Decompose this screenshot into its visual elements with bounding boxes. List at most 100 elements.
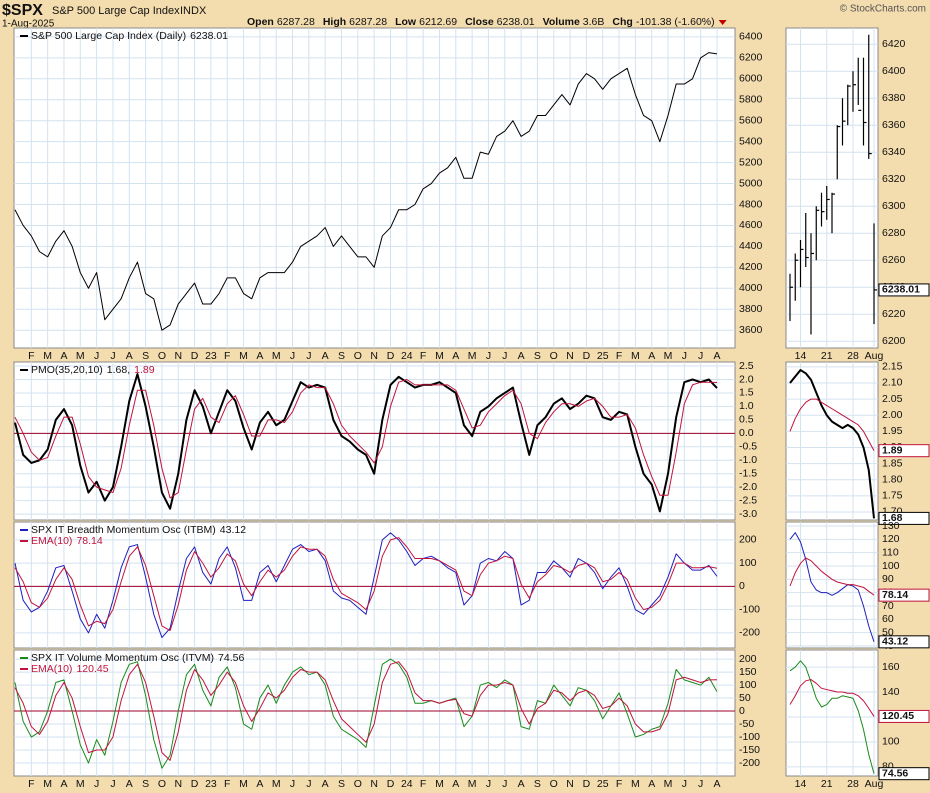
x-tick-label: M	[631, 350, 640, 362]
y-tick-label: 200	[739, 534, 757, 546]
x-tick-label: 21	[821, 778, 833, 790]
legend-value: 1.89	[134, 364, 155, 376]
y-tick-label: 100	[882, 736, 900, 748]
legend-value: 74.56	[218, 652, 244, 664]
value-tag-label: 43.12	[882, 636, 908, 648]
series-line	[14, 532, 718, 639]
x-tick-label: N	[566, 778, 574, 790]
y-tick-label: 110	[882, 546, 899, 558]
x-tick-label: N	[174, 778, 182, 790]
x-tick-label: J	[486, 778, 491, 790]
y-tick-label: 6000	[739, 73, 763, 85]
x-tick-label: A	[126, 778, 133, 790]
y-tick-label: 50	[882, 626, 894, 638]
copyright: © StockCharts.com	[840, 4, 926, 15]
y-tick-label: 4800	[739, 198, 763, 210]
x-tick-label: A	[648, 350, 655, 362]
x-tick-label: A	[322, 350, 329, 362]
x-tick-label: J	[502, 778, 507, 790]
panel	[785, 521, 879, 649]
x-tick-label: 25	[597, 778, 609, 790]
y-tick-label: -50	[739, 718, 754, 730]
value-tag-label: 120.45	[882, 710, 914, 722]
y-tick-label: 0	[739, 705, 745, 717]
y-tick-label: 100	[882, 560, 900, 572]
y-tick-label: -200	[739, 627, 760, 639]
y-tick-label: 60	[882, 613, 894, 625]
x-tick-label: A	[518, 778, 525, 790]
y-tick-label: 5400	[739, 135, 763, 147]
x-tick-label: F	[420, 778, 426, 790]
date: 1-Aug-2025	[2, 19, 55, 30]
y-tick-label: 3600	[739, 324, 763, 336]
x-tick-label: J	[94, 350, 99, 362]
series-line	[14, 661, 718, 761]
x-tick-label: S	[534, 778, 541, 790]
x-tick-label: O	[550, 778, 558, 790]
legend-value: 1.68,	[107, 364, 130, 376]
change-arrow	[718, 20, 727, 25]
x-tick-label: J	[698, 350, 703, 362]
x-tick-label: F	[28, 778, 34, 790]
series-line	[14, 658, 718, 769]
x-tick-label: N	[566, 350, 574, 362]
y-tick-label: -1.0	[739, 454, 757, 466]
x-tick-label: 21	[821, 350, 833, 362]
x-tick-label: N	[370, 778, 378, 790]
y-tick-label: 1.75	[882, 490, 903, 502]
x-tick-label: M	[76, 350, 85, 362]
x-tick-label: A	[60, 778, 67, 790]
y-tick-label: 5800	[739, 94, 763, 106]
y-tick-label: 0.0	[739, 427, 754, 439]
x-tick-label: A	[322, 778, 329, 790]
x-tick-label: M	[272, 778, 281, 790]
y-tick-label: 100	[739, 679, 757, 691]
y-tick-label: 5200	[739, 156, 763, 168]
x-tick-label: M	[435, 778, 444, 790]
x-tick-label: 28	[847, 350, 859, 362]
y-tick-label: -1.5	[739, 467, 757, 479]
x-tick-label: D	[191, 350, 199, 362]
y-tick-label: 0	[739, 580, 745, 592]
x-tick-label: A	[452, 350, 459, 362]
x-tick-label: J	[698, 778, 703, 790]
quote-label: Volume	[543, 16, 580, 28]
x-tick-label: O	[158, 778, 166, 790]
x-tick-label: J	[94, 778, 99, 790]
quote-value: -101.38 (-1.60%)	[636, 16, 715, 28]
x-tick-label: 24	[401, 778, 413, 790]
x-tick-label: N	[174, 350, 182, 362]
x-tick-label: S	[534, 350, 541, 362]
y-tick-label: -100	[739, 731, 760, 743]
x-tick-label: F	[224, 350, 230, 362]
y-tick-label: 6400	[882, 65, 906, 77]
value-tag	[878, 767, 930, 781]
value-tag	[878, 511, 930, 525]
y-tick-label: 2.15	[882, 361, 903, 373]
y-tick-label: 150	[739, 666, 757, 678]
x-tick-label: M	[272, 350, 281, 362]
legend-label: PMO(35,20,10)	[31, 364, 103, 376]
x-tick-label: S	[338, 778, 345, 790]
y-tick-label: 6220	[882, 308, 906, 320]
x-tick-label: D	[387, 778, 395, 790]
x-tick-label: M	[239, 350, 248, 362]
exchange: INDX	[180, 5, 207, 17]
legend-value: 43.12	[220, 524, 246, 536]
y-tick-label: 80	[882, 761, 894, 773]
legend-value: 78.14	[76, 535, 102, 547]
y-tick-label: 5600	[739, 114, 763, 126]
x-tick-label: S	[142, 778, 149, 790]
panel	[785, 649, 879, 777]
x-tick-label: M	[631, 778, 640, 790]
y-tick-label: 4600	[739, 219, 763, 231]
value-tag-label: 74.56	[882, 767, 908, 779]
y-tick-label: 1.80	[882, 473, 903, 485]
x-tick-label: 23	[205, 778, 217, 790]
x-tick-label: A	[648, 778, 655, 790]
value-tag-label: 1.68	[882, 512, 903, 524]
y-tick-label: 50	[739, 692, 751, 704]
y-tick-label: 6420	[882, 38, 906, 50]
quote-value: 6238.01	[497, 16, 535, 28]
x-tick-label: S	[338, 350, 345, 362]
